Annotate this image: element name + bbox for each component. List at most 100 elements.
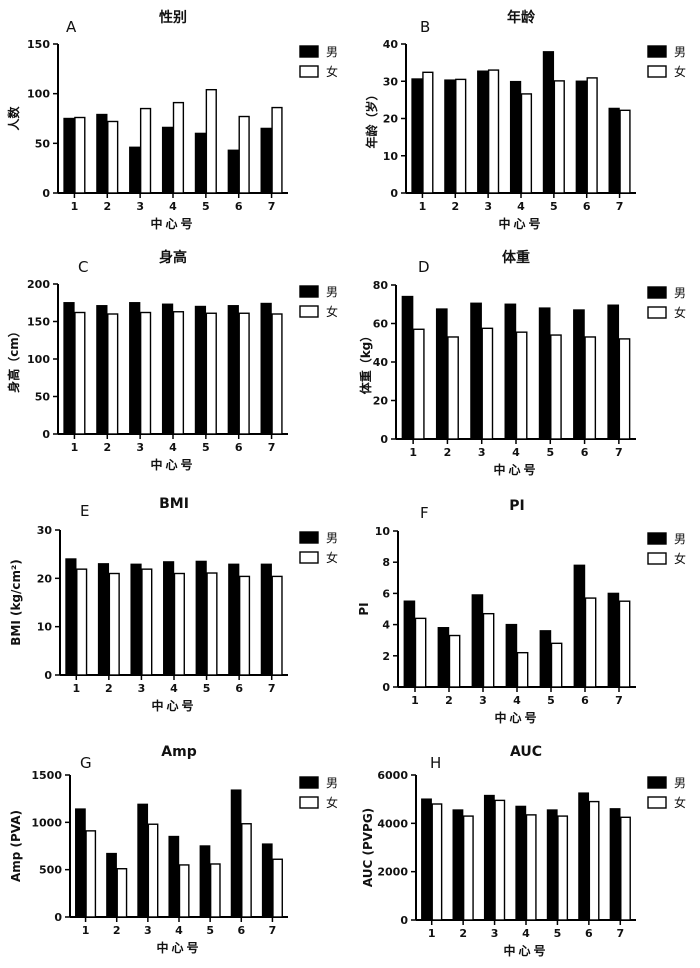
y-tick-label: 100 [27,88,50,101]
bar-male-2 [444,79,456,194]
bar-female-1 [412,328,425,440]
bar-female-4 [515,331,528,440]
chart-title: PI [509,498,524,514]
chart-title: AUC [510,744,542,760]
y-tick-label: 20 [383,113,399,126]
bar-male-1 [403,600,416,688]
x-axis-label: 中心号 [156,940,201,955]
bar-female-3 [147,823,159,918]
bar-female-2 [448,634,461,688]
bar-female-2 [108,572,120,676]
panel-b: B 年龄 0 10 20 30 40 1 2 3 4 5 6 7 中心号 年龄（岁） 男女 [364,9,686,231]
legend-label-male: 男 [674,776,686,790]
x-tick-label: 1 [411,694,419,707]
y-tick-label: 8 [382,556,390,569]
x-tick-label: 4 [170,682,178,695]
x-tick-label: 3 [136,441,144,454]
bar-male-7 [260,302,272,435]
y-tick-label: 150 [27,316,50,329]
bar-female-2 [116,868,128,918]
bar-female-1 [422,71,434,194]
bar-male-5 [538,307,551,440]
y-tick-label: 1000 [31,816,62,829]
bar-female-3 [139,107,152,194]
legend-swatch-male [647,45,667,58]
y-axis-label: BMI (kg/cm²) [9,559,23,646]
bar-male-2 [452,809,464,921]
chart-title: 性别 [159,9,187,26]
bar-male-3 [471,594,484,688]
legend-label-female: 女 [674,64,686,79]
bar-female-1 [74,116,86,194]
legend-swatch-female [299,305,319,318]
bar-female-7 [271,575,283,676]
x-tick-label: 3 [136,200,144,213]
panel-letter: H [430,754,441,772]
x-tick-label: 5 [546,446,554,459]
x-tick-label: 3 [484,200,492,213]
y-tick-label: 6000 [377,769,408,782]
bar-male-6 [575,80,587,194]
legend-label-female: 女 [674,551,686,566]
x-tick-label: 2 [103,200,111,213]
y-tick-label: 2000 [377,866,408,879]
panel-e: E BMI 0 10 20 30 1 2 3 4 5 6 7 中心号 BMI (kg/cm²) 男女 [9,496,338,713]
bar-female-5 [550,334,562,440]
y-tick-label: 10 [375,525,391,538]
legend-swatch-female [647,306,667,319]
bar-male-3 [483,794,495,921]
y-tick-label: 0 [42,428,50,441]
bar-male-6 [228,563,240,676]
y-tick-label: 0 [380,433,388,446]
bar-female-7 [272,858,283,918]
bar-female-3 [487,69,500,194]
bar-male-1 [63,117,75,194]
x-axis-label: 中心号 [150,457,195,472]
panel-h: H AUC 0 2000 4000 6000 1 2 3 4 5 6 7 中心号 AUC (PVPG) 男女 [361,744,686,958]
x-tick-label: 6 [235,200,243,213]
legend-label-female: 女 [326,64,338,79]
bar-male-7 [607,592,620,688]
y-axis-label: PI [357,602,371,615]
legend-label-female: 女 [674,795,686,810]
x-tick-label: 4 [169,441,177,454]
bar-male-5 [539,630,552,688]
bar-male-3 [137,803,149,918]
chart-title: 年龄 [507,9,536,26]
bar-female-2 [462,815,474,921]
panel-letter: D [418,258,430,276]
x-tick-label: 3 [478,446,486,459]
x-tick-label: 1 [71,200,79,213]
y-tick-label: 20 [373,395,389,408]
x-tick-label: 2 [451,200,459,213]
x-tick-label: 4 [522,927,530,940]
x-axis-label: 中心号 [150,216,195,231]
bar-female-1 [431,803,443,921]
bar-female-2 [107,313,119,435]
bar-male-3 [129,302,141,435]
x-tick-label: 7 [616,200,624,213]
legend-label-female: 女 [326,550,338,565]
chart-title: 身高 [159,249,187,266]
bar-female-7 [618,600,631,688]
chart-title: 体重 [502,249,530,266]
bar-male-2 [437,627,450,688]
y-tick-label: 200 [27,278,50,291]
bar-female-5 [209,863,221,918]
x-tick-label: 2 [103,441,111,454]
x-tick-label: 7 [615,446,623,459]
y-tick-label: 80 [373,279,389,292]
chart-title: Amp [161,744,196,760]
x-tick-label: 1 [419,200,427,213]
bar-male-6 [578,792,590,921]
bar-male-4 [161,303,174,435]
x-tick-label: 1 [428,927,436,940]
bar-male-4 [505,623,518,688]
x-tick-label: 1 [409,446,417,459]
bar-male-7 [609,808,621,921]
y-tick-label: 60 [373,318,389,331]
bar-female-2 [455,78,467,194]
y-tick-label: 50 [35,137,51,150]
legend-label-female: 女 [326,304,338,319]
